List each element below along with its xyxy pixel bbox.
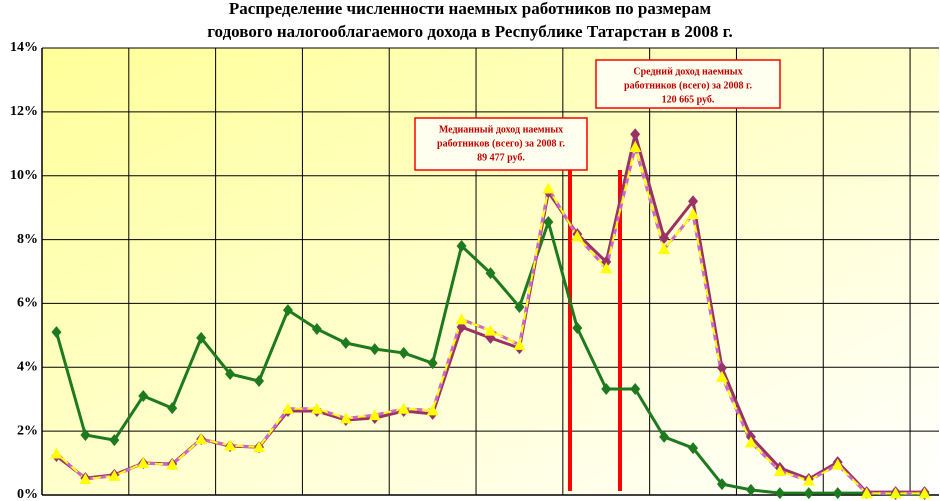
marker [426, 404, 439, 416]
annotation-text: Средний доход наемных [633, 66, 742, 77]
marker [196, 331, 207, 344]
marker [659, 231, 670, 244]
annotation-text: Медианный доход наемных [439, 124, 563, 135]
y-tick-label: 0% [17, 487, 38, 501]
annotation-text: работников (всего) за 2008 г. [437, 138, 565, 149]
marker [572, 322, 583, 335]
marker [80, 428, 91, 441]
marker [832, 487, 843, 500]
marker [282, 304, 293, 317]
marker [774, 487, 785, 500]
marker [79, 473, 92, 485]
marker [281, 402, 294, 414]
marker [918, 487, 931, 499]
marker [138, 390, 149, 403]
marker [715, 370, 728, 382]
marker [108, 469, 121, 481]
marker [455, 313, 468, 325]
marker [311, 322, 322, 335]
marker [427, 357, 438, 370]
marker [310, 402, 323, 414]
marker [773, 465, 786, 477]
y-tick-label: 6% [17, 296, 38, 311]
marker [166, 458, 179, 470]
marker [831, 458, 844, 470]
marker [109, 434, 120, 447]
marker [543, 216, 554, 229]
marker [716, 361, 727, 374]
marker [167, 402, 178, 415]
marker [50, 447, 63, 459]
marker [514, 300, 525, 313]
marker [658, 243, 671, 255]
marker [629, 140, 642, 152]
marker [51, 326, 62, 339]
marker [803, 487, 814, 500]
annotation-text: работников (всего) за 2008 г. [624, 80, 752, 91]
marker [745, 483, 756, 496]
marker [195, 433, 208, 445]
marker [485, 267, 496, 280]
y-tick-label: 4% [17, 360, 38, 375]
marker [601, 382, 612, 395]
annotation-text: 120 665 руб. [662, 94, 715, 105]
annotation-box [595, 59, 781, 109]
marker [802, 474, 815, 486]
marker [630, 382, 641, 395]
y-tick-label: 2% [17, 423, 38, 438]
marker [860, 487, 873, 499]
marker [600, 262, 613, 274]
y-tick-label: 12% [10, 104, 38, 119]
marker [542, 182, 555, 194]
marker [601, 255, 612, 268]
marker [716, 478, 727, 491]
marker [340, 337, 351, 350]
marker [225, 367, 236, 380]
marker [688, 195, 699, 208]
annotation-box [414, 117, 588, 171]
chart-title: годового налогооблагаемого дохода в Респ… [207, 22, 732, 41]
marker [253, 441, 266, 453]
marker [659, 430, 670, 443]
marker [224, 439, 237, 451]
marker [254, 375, 265, 388]
marker [571, 230, 584, 242]
marker [456, 239, 467, 252]
marker [137, 457, 150, 469]
marker [339, 412, 352, 424]
marker [368, 409, 381, 421]
marker [369, 343, 380, 356]
annotation-text: 89 477 руб. [477, 152, 525, 163]
marker [744, 436, 757, 448]
y-tick-label: 10% [10, 168, 38, 183]
chart-title: Распределение численности наемных работн… [229, 0, 712, 18]
marker [398, 346, 409, 359]
marker [687, 208, 700, 220]
y-tick-label: 8% [17, 232, 38, 247]
y-tick-label: 14% [10, 40, 38, 55]
marker [630, 128, 641, 141]
marker [513, 338, 526, 350]
marker [889, 487, 902, 499]
marker [397, 402, 410, 414]
marker [484, 324, 497, 336]
marker [688, 442, 699, 455]
